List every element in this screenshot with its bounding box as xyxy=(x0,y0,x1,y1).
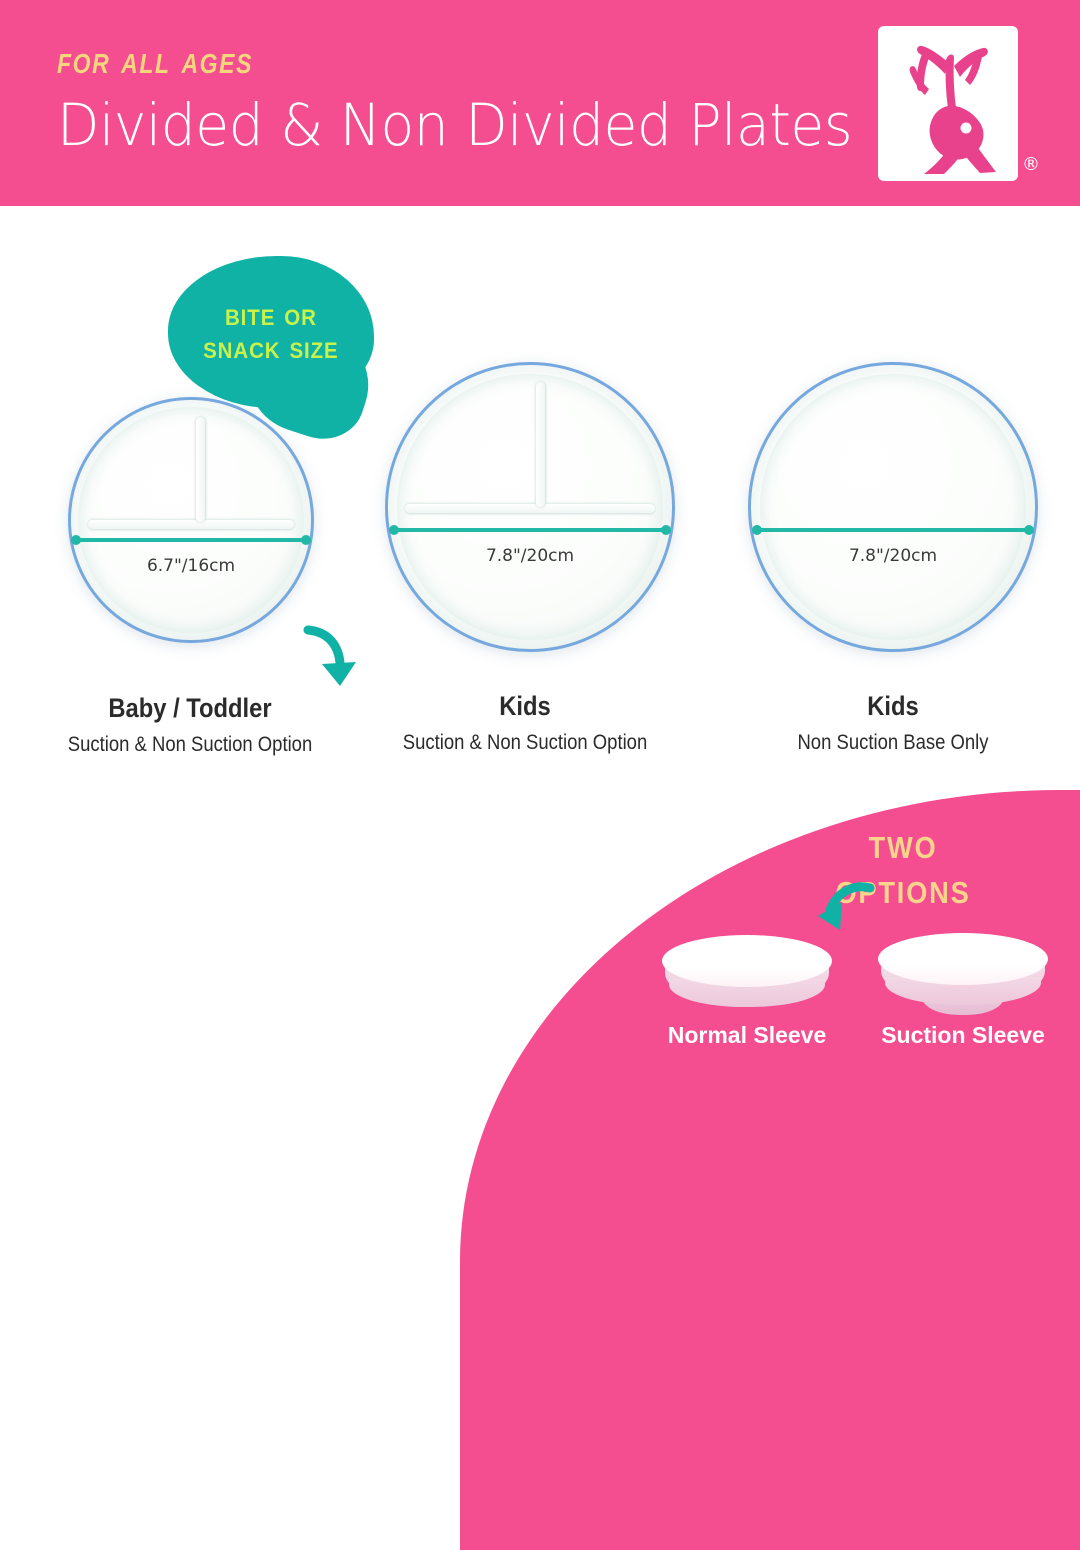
caption-kids-divided: Kids Suction & Non Suction Option xyxy=(315,691,735,755)
plate-inner-surface xyxy=(759,373,1027,641)
sleeve-label-normal-sleeve: Normal Sleeve xyxy=(667,1022,827,1048)
plate-baby-toddler xyxy=(68,397,314,643)
plate-divider-horizontal xyxy=(405,504,655,514)
two-options-section: Two Options Normal Sleeve Suction Sleeve xyxy=(0,790,1080,1080)
plate-kids-divided xyxy=(385,362,675,652)
measure-label-kids-divided: 7.8"/20cm xyxy=(485,546,575,566)
caption-kids-non-divided: Kids Non Suction Base Only xyxy=(683,691,1080,755)
plate-unit-kids-divided: 7.8"/20cm xyxy=(385,362,675,652)
plate-unit-kids-non-divided: 7.8"/20cm xyxy=(748,362,1038,652)
page-title: Divided & Non Divided Plates xyxy=(57,91,853,159)
caption-title: Kids xyxy=(867,691,919,721)
curved-arrow-down-left-icon xyxy=(296,624,368,709)
sleeve-normal-sleeve xyxy=(662,935,832,1020)
sleeve-suction-sleeve xyxy=(878,933,1048,1023)
caption-subtitle: Suction & Non Suction Option xyxy=(67,733,313,756)
measure-line-baby-toddler xyxy=(71,535,311,545)
plate-inner-surface xyxy=(78,407,304,633)
curved-arrow-left-icon xyxy=(790,878,880,953)
measure-line-kids-divided xyxy=(389,525,671,535)
plate-divider-vertical xyxy=(535,382,545,507)
bubble-line-2: Snack Size xyxy=(203,330,339,365)
caption-baby-toddler: Baby / Toddler Suction & Non Suction Opt… xyxy=(0,693,400,757)
plate-divider-horizontal xyxy=(87,520,295,529)
header-eyebrow: For All Ages xyxy=(57,38,254,82)
caption-title: Baby / Toddler xyxy=(108,693,272,723)
caption-subtitle: Non Suction Base Only xyxy=(797,731,989,754)
measure-label-baby-toddler: 6.7"/16cm xyxy=(146,556,236,576)
registered-trademark-symbol: ® xyxy=(1022,154,1040,175)
plate-divider-vertical xyxy=(195,416,205,523)
measure-label-kids-non-divided: 7.8"/20cm xyxy=(848,546,938,566)
bubble-line-1: Bite or xyxy=(225,297,317,333)
brand-logo: ® xyxy=(878,26,1040,181)
caption-title: Kids xyxy=(499,691,551,721)
sleeve-top-surface xyxy=(662,935,832,987)
measure-line-kids-non-divided xyxy=(752,525,1034,535)
header-text-block: For All Ages Divided & Non Divided Plate… xyxy=(57,40,894,157)
plates-section: Bite or Snack Size 6.7"/16cm Baby / Todd… xyxy=(0,206,1080,786)
bubble-text: Bite or Snack Size xyxy=(203,297,339,365)
bite-or-snack-size-bubble: Bite or Snack Size xyxy=(168,256,374,408)
two-options-line-1: Two xyxy=(868,819,938,868)
page-header: For All Ages Divided & Non Divided Plate… xyxy=(0,0,1080,206)
sleeve-label-suction-sleeve: Suction Sleeve xyxy=(881,1022,1045,1048)
sleeve-top-surface xyxy=(878,933,1048,985)
caption-subtitle: Suction & Non Suction Option xyxy=(402,731,648,754)
plate-kids-non-divided xyxy=(748,362,1038,652)
plate-unit-baby-toddler: 6.7"/16cm xyxy=(68,397,314,643)
